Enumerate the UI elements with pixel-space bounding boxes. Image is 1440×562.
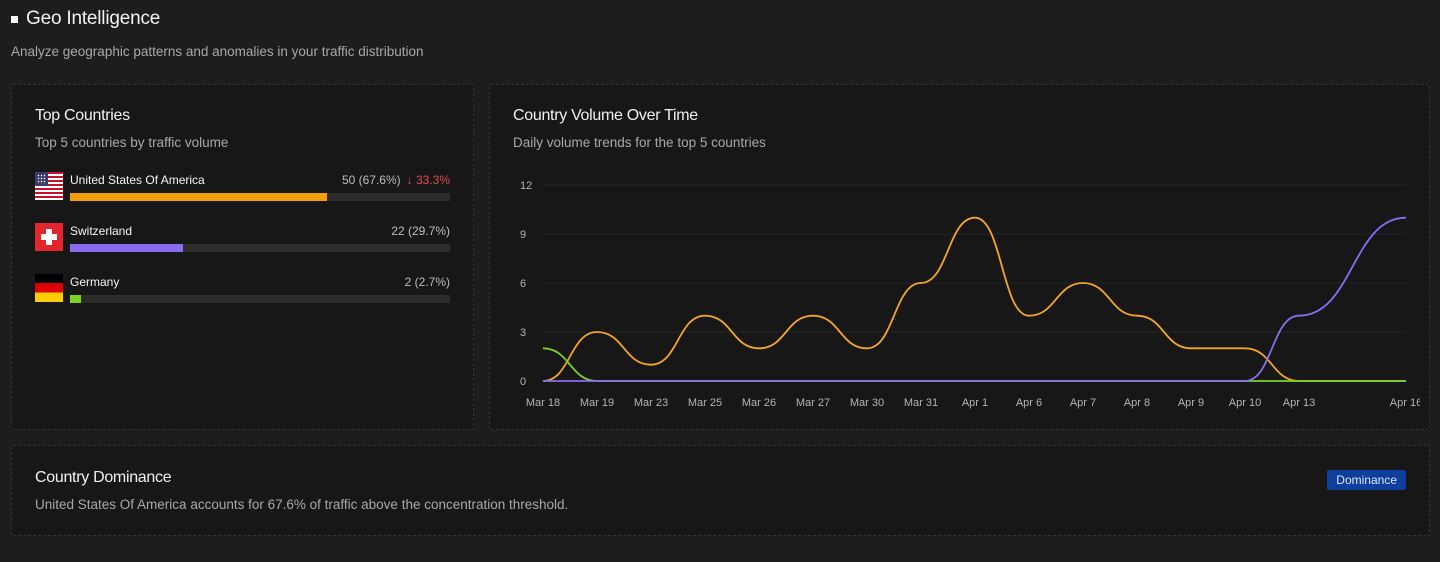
y-tick-label: 12 <box>520 180 532 192</box>
share-bar-fill <box>70 193 327 201</box>
x-tick-label: Mar 31 <box>904 397 938 409</box>
country-row-germany[interactable]: Germany 2 (2.7%) <box>35 274 450 325</box>
series-line-1[interactable] <box>542 347 1406 382</box>
share-bar-fill <box>70 295 82 303</box>
x-tick-label: Mar 26 <box>742 397 776 409</box>
dominance-badge: Dominance <box>1327 470 1406 490</box>
volume-title: Country Volume Over Time <box>513 107 698 124</box>
share-bar-fill <box>70 244 183 252</box>
top-countries-panel: Top Countries Top 5 countries by traffic… <box>11 84 474 430</box>
y-tick-label: 3 <box>520 327 526 339</box>
country-name: Switzerland <box>70 224 133 238</box>
top-countries-title: Top Countries <box>35 107 130 124</box>
country-row-switzerland[interactable]: Switzerland 22 (29.7%) <box>35 223 450 274</box>
share-bar-track <box>70 244 450 252</box>
series-line-2[interactable] <box>543 216 1407 382</box>
x-tick-label: Mar 19 <box>580 397 614 409</box>
x-tick-label: Mar 23 <box>634 397 668 409</box>
square-icon <box>11 15 18 23</box>
dominance-title: Country Dominance <box>35 469 172 486</box>
share-bar-track <box>70 193 450 201</box>
share-bar-track <box>70 295 450 303</box>
y-tick-label: 0 <box>520 376 526 388</box>
de-flag-icon <box>35 274 63 302</box>
ch-flag-icon <box>35 223 63 251</box>
us-flag-icon <box>35 172 63 200</box>
x-tick-label: Apr 1 <box>962 397 988 409</box>
x-tick-label: Apr 7 <box>1070 397 1096 409</box>
x-tick-label: Apr 10 <box>1229 397 1261 409</box>
top-countries-subtitle: Top 5 countries by traffic volume <box>35 135 229 150</box>
x-tick-label: Mar 18 <box>526 397 560 409</box>
page-subtitle: Analyze geographic patterns and anomalie… <box>11 44 424 59</box>
page-title: Geo Intelligence <box>26 8 161 29</box>
x-tick-label: Apr 8 <box>1124 397 1150 409</box>
x-tick-label: Apr 16 <box>1390 397 1420 409</box>
country-list: United States Of America 50 (67.6%) ↓ 33… <box>35 172 450 325</box>
volume-chart[interactable]: 0 3 6 9 12 Mar 18 Mar 19 Mar 23 Mar 25 Mar 26 Mar … <box>510 167 1420 412</box>
country-row-usa[interactable]: United States Of America 50 (67.6%) ↓ 33… <box>35 172 450 223</box>
x-tick-label: Apr 6 <box>1016 397 1042 409</box>
country-name: United States Of America <box>70 173 205 187</box>
y-tick-label: 9 <box>520 229 526 241</box>
x-tick-label: Apr 13 <box>1283 397 1315 409</box>
x-tick-label: Mar 30 <box>850 397 884 409</box>
x-tick-label: Mar 25 <box>688 397 722 409</box>
series-line-0[interactable] <box>542 216 1406 382</box>
country-name: Germany <box>70 275 120 289</box>
dominance-text: United States Of America accounts for 67… <box>35 497 569 512</box>
volume-subtitle: Daily volume trends for the top 5 countr… <box>513 135 766 150</box>
country-delta: ↓ 33.3% <box>406 173 450 187</box>
country-stats: 2 (2.7%) <box>404 275 450 289</box>
volume-panel: Country Volume Over Time Daily volume tr… <box>489 84 1430 430</box>
x-tick-label: Mar 27 <box>796 397 830 409</box>
page-header: Geo Intelligence Analyze geographic patt… <box>11 8 424 59</box>
dominance-panel: Country Dominance United States Of Ameri… <box>11 445 1430 536</box>
y-tick-label: 6 <box>520 278 526 290</box>
country-stats: 50 (67.6%) <box>341 173 401 187</box>
country-stats: 22 (29.7%) <box>391 224 450 238</box>
x-tick-label: Apr 9 <box>1178 397 1204 409</box>
